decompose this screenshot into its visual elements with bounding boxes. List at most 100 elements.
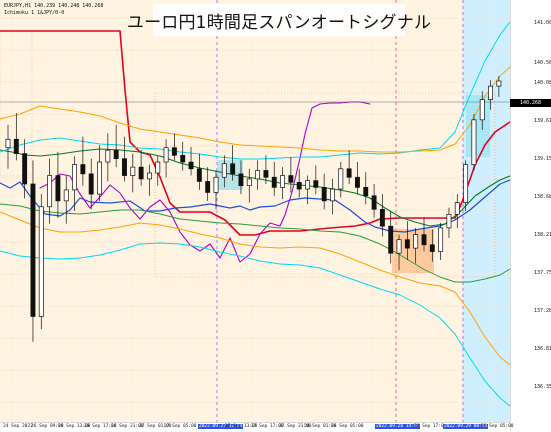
candle-body: [413, 234, 419, 249]
candle-body: [321, 187, 327, 202]
time-axis-label: 27 Sep 13:00: [225, 424, 258, 429]
candle-body: [438, 227, 444, 252]
price-axis-label: 138.215: [534, 232, 551, 238]
time-axis-label: 27 Sep 05:00: [164, 424, 197, 429]
candle-body: [305, 180, 310, 190]
price-axis-label: 139.150: [534, 156, 551, 162]
time-axis-label: 26 Sep 21:00: [111, 424, 144, 429]
candle-body: [155, 161, 161, 174]
indicator-lines: [0, 21, 511, 407]
price-axis-label: 137.750: [534, 270, 551, 276]
price-axis-label: 140.080: [534, 80, 551, 86]
price-scale: [510, 0, 551, 432]
candle-body: [271, 176, 277, 188]
candle-body: [230, 163, 236, 175]
highlighted-time-label: 2022.09.28 14:00: [375, 424, 421, 429]
candle-body: [488, 85, 494, 100]
time-axis-label: 27 Sep 01:00: [139, 424, 172, 429]
candles-layer: [5, 75, 502, 342]
price-axis-label: 138.680: [534, 194, 551, 200]
candle-body: [454, 202, 460, 215]
price-axis-label: 136.815: [534, 346, 551, 352]
central-dotted-zone: [154, 92, 496, 278]
candle-body: [122, 158, 127, 176]
candle-body: [196, 168, 202, 182]
candle-body: [463, 164, 469, 203]
candle-body: [280, 175, 286, 188]
candle-body: [105, 149, 111, 163]
chart-title: ユーロ円1時間足スパンオートシグナル: [126, 12, 432, 33]
candle-body: [113, 149, 119, 160]
indicator-header: Ichimoku 1 1&JPY/0-0: [4, 10, 65, 16]
candle-body: [13, 138, 19, 154]
candle-body: [97, 161, 102, 195]
candle-body: [30, 183, 36, 317]
price-axis-label: 140.560: [534, 60, 551, 66]
candle-body: [346, 168, 352, 178]
time-axis-label: 26 Sep 13:00: [58, 424, 91, 429]
candle-body: [330, 188, 335, 202]
candle-body: [80, 164, 86, 175]
candle-body: [188, 161, 194, 170]
candle-body: [379, 208, 385, 227]
candle-body: [388, 225, 394, 254]
lower-band-inner: [0, 211, 511, 366]
upper-band-outer: [0, 21, 511, 160]
candle-body: [213, 176, 219, 193]
candle-body: [338, 168, 344, 190]
candle-body: [255, 170, 261, 180]
lower-green-line: [0, 203, 511, 283]
price-axis-label: 136.350: [534, 384, 551, 390]
time-scale: [0, 422, 510, 432]
candle-body: [63, 189, 69, 202]
span-a-line: [0, 148, 511, 227]
tenkan-line: [0, 179, 511, 233]
candle-body: [205, 181, 211, 193]
time-axis-label: 28 Sep 05:00: [331, 424, 364, 429]
candle-body: [429, 244, 435, 252]
time-axis-label: 26 Sep 09:00: [31, 424, 64, 429]
candle-body: [446, 214, 452, 229]
candle-body: [55, 175, 61, 202]
candle-body: [38, 206, 44, 317]
time-axis-label: 27 Sep 17:00: [251, 424, 284, 429]
candle-body: [288, 175, 294, 183]
recent-session-highlight: [463, 0, 510, 422]
candle-body: [263, 170, 269, 178]
candle-body: [296, 181, 302, 190]
candle-body: [5, 138, 11, 149]
candle-body: [146, 172, 152, 180]
upper-band-inner: [0, 66, 511, 153]
price-axis-label: 141.000: [534, 20, 551, 26]
time-axis-label: 29 Sep 05:00: [481, 424, 514, 429]
candle-body: [163, 147, 169, 163]
time-axis-label: 28 Sep 01:00: [304, 424, 337, 429]
time-axis-label: 28 Sep 17:00: [414, 424, 447, 429]
highlighted-time-label: 2022.09.27 12:00: [198, 424, 244, 429]
title-box: ユーロ円1時間足スパンオートシグナル: [127, 4, 431, 36]
time-axis-label: 26 Sep 17:00: [84, 424, 117, 429]
candle-body: [130, 166, 136, 176]
time-axis-label: 27 Sep 21:00: [279, 424, 312, 429]
candle-body: [421, 234, 427, 246]
candle-body: [88, 173, 94, 195]
highlighted-time-label: 2022.09.29 00:00: [443, 424, 489, 429]
candle-body: [479, 99, 485, 121]
candle-body: [138, 166, 144, 180]
candle-body: [72, 164, 78, 191]
candle-body: [371, 195, 377, 210]
candle-body: [404, 239, 410, 249]
candle-body: [171, 147, 177, 156]
candle-body: [363, 187, 369, 197]
current-price-badge: 140.268: [510, 99, 551, 107]
lower-band-outer: [0, 242, 511, 407]
candle-body: [180, 154, 186, 163]
candle-body: [238, 173, 244, 187]
symbol-header: EURJPY,H1 140.239 140.248 140.268: [4, 3, 104, 9]
candle-body: [313, 180, 319, 188]
price-axis-label: 139.615: [534, 118, 551, 124]
candle-body: [22, 153, 28, 185]
plot-background: [0, 0, 510, 422]
